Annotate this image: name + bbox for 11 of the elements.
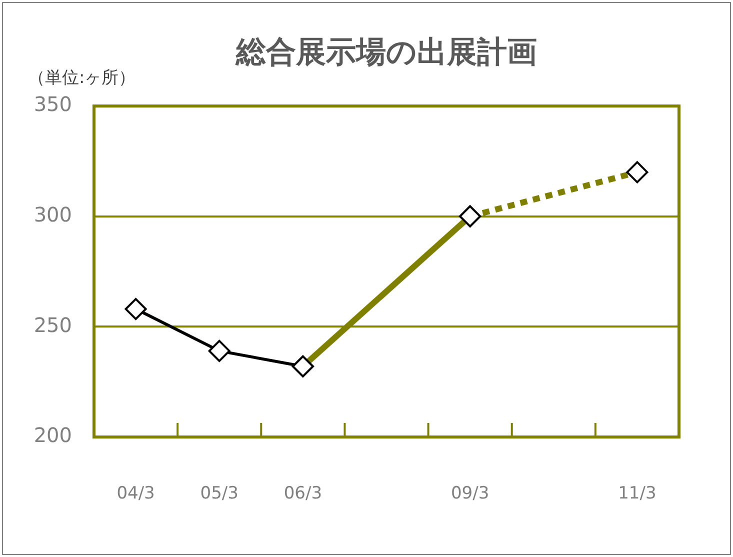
y-tick-label: 300	[34, 202, 72, 227]
x-tick-label: 05/3	[200, 484, 238, 504]
y-axis-title: （単位:ヶ所）	[28, 67, 136, 89]
x-tick-label: 04/3	[116, 484, 155, 504]
x-tick-label: 06/3	[284, 484, 322, 504]
y-tick-label: 250	[34, 312, 72, 337]
x-tick-label: 11/3	[618, 484, 656, 504]
y-tick-label: 350	[34, 92, 72, 116]
y-tick-label: 200	[34, 423, 72, 448]
chart-title: 総合展示場の出展計画	[236, 35, 537, 70]
x-tick-label: 09/3	[450, 484, 490, 504]
